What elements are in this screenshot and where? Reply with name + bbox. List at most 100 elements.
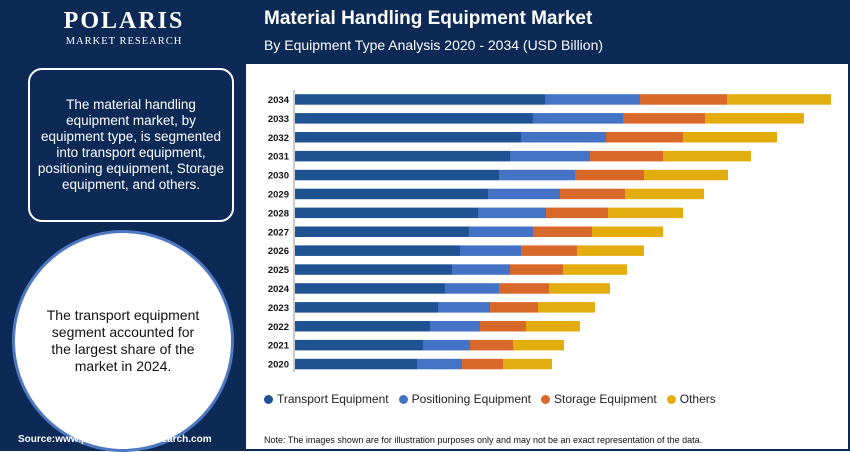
bar-2033-series-1 [533,113,623,124]
bar-2034-series-3 [727,94,831,105]
bar-2021-series-0 [295,339,423,351]
legend-item-0: Transport Equipment [264,392,389,406]
left-panel: POLARIS MARKET RESEARCH The material han… [2,2,246,452]
tick-label-2034: 2034 [268,95,290,106]
legend-swatch-0 [264,394,273,404]
tick-label-2033: 2033 [268,114,289,125]
bar-2022-series-2 [480,321,526,332]
bar-2032-series-3 [683,132,777,143]
bar-2030-series-0 [295,169,499,181]
chart-header: Material Handling Equipment Market By Eq… [246,2,848,64]
chart-title: Material Handling Equipment Market [264,8,593,29]
bar-2028-series-1 [478,207,546,219]
bar-2027-series-3 [592,226,663,237]
tick-label-2025: 2025 [268,265,290,276]
bar-2033-series-3 [705,113,804,124]
bar-2031-series-0 [295,150,510,162]
tick-label-2028: 2028 [268,208,289,219]
legend-item-1: Positioning Equipment [398,392,532,406]
highlight-text: The transport equipment segment accounte… [46,307,200,374]
bar-2029-series-0 [295,188,488,200]
bar-2024-series-3 [549,283,610,294]
bar-2034-series-2 [640,94,727,105]
chart-legend: Transport Equipment Positioning Equipment… [264,392,716,406]
bar-2028-series-2 [546,207,608,219]
bar-2020-series-3 [503,358,552,370]
bar-2023-series-2 [490,302,538,313]
bar-2032-series-1 [521,132,606,143]
tick-label-2031: 2031 [268,152,290,163]
tick-label-2024: 2024 [268,284,290,295]
bar-2029-series-1 [488,188,560,200]
bar-2020-series-0 [295,358,417,370]
tick-label-2030: 2030 [268,171,289,182]
tick-label-2027: 2027 [268,227,289,238]
bar-2027-series-1 [469,226,533,237]
bar-2028-series-3 [608,207,683,219]
bar-2033-series-2 [623,113,705,124]
bar-2026-series-3 [577,245,644,256]
legend-label-1: Positioning Equipment [411,392,532,406]
bar-2032-series-0 [295,132,521,143]
tick-label-2023: 2023 [268,303,289,314]
tick-label-2022: 2022 [268,322,289,333]
bar-2029-series-2 [560,188,625,200]
bar-2022-series-1 [430,321,480,332]
bar-2031-series-3 [663,150,751,162]
brand-logo: POLARIS MARKET RESEARCH [2,8,246,47]
bar-2024-series-1 [445,283,499,294]
bar-2027-series-2 [533,226,592,237]
bar-2022-series-3 [526,321,580,332]
bar-2028-series-0 [295,207,478,219]
bar-2030-series-3 [644,169,728,181]
bar-2026-series-0 [295,245,460,256]
brand-tagline: MARKET RESEARCH [65,36,183,47]
segmentation-info-text: The material handling equipment market, … [37,97,225,192]
bar-2030-series-2 [575,169,644,181]
bar-2023-series-3 [538,302,595,313]
bar-2020-series-2 [462,358,503,370]
bar-2034-series-0 [295,94,545,105]
bar-2025-series-0 [295,264,452,275]
bar-2030-series-1 [499,169,575,181]
legend-swatch-2 [541,394,551,404]
bar-2034-series-1 [545,94,640,105]
bar-2025-series-3 [563,264,627,275]
bar-2031-series-2 [590,150,663,162]
bar-2021-series-2 [470,339,513,351]
legend-swatch-3 [666,394,676,404]
legend-item-3: Others [666,392,716,406]
bar-2022-series-0 [295,321,430,332]
brand-name: POLARIS [63,8,185,34]
legend-item-2: Storage Equipment [541,392,657,406]
legend-label-3: Others [679,392,716,406]
bar-2023-series-1 [438,302,490,313]
bar-2029-series-3 [625,188,704,200]
tick-label-2021: 2021 [268,341,290,352]
bar-2027-series-0 [295,226,469,237]
bar-2023-series-0 [295,302,438,313]
legend-label-2: Storage Equipment [554,392,657,406]
bar-2020-series-1 [417,358,462,370]
source-text: Source:www.polarismarketresearch.com [18,434,212,445]
bar-2024-series-0 [295,283,445,294]
legend-swatch-1 [398,394,408,404]
highlight-circle: The transport equipment segment accounte… [12,230,234,452]
stacked-bar-chart: 2034 2033 2032 2031 2030 2029 2028 2027 2026 2025… [268,90,831,372]
bar-2033-series-0 [295,113,533,124]
tick-label-2020: 2020 [268,360,289,371]
tick-label-2032: 2032 [268,133,289,144]
bar-2025-series-2 [510,264,563,275]
bar-2024-series-2 [499,283,549,294]
bar-2021-series-3 [513,339,564,351]
bar-2031-series-1 [510,150,590,162]
disclaimer-note: Note: The images shown are for illustrat… [264,435,703,445]
tick-label-2026: 2026 [268,246,289,257]
chart-subtitle: By Equipment Type Analysis 2020 - 2034 (… [264,37,604,53]
tick-label-2029: 2029 [268,189,289,200]
bar-2025-series-1 [452,264,510,275]
bar-2026-series-2 [521,245,577,256]
bar-2026-series-1 [460,245,521,256]
bar-2032-series-2 [606,132,683,143]
